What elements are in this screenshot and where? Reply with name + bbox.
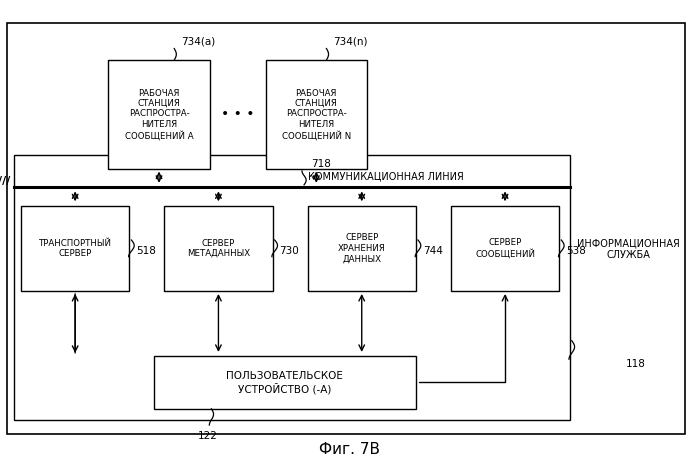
- Text: СЕРВЕР
ХРАНЕНИЯ
ДАННЫХ: СЕРВЕР ХРАНЕНИЯ ДАННЫХ: [338, 233, 386, 263]
- Bar: [451, 206, 559, 291]
- Text: 718: 718: [311, 159, 331, 169]
- Text: 518: 518: [136, 246, 156, 255]
- Bar: [266, 60, 367, 169]
- Text: 734(n): 734(n): [333, 36, 368, 46]
- Text: 122: 122: [198, 431, 218, 441]
- Bar: [14, 155, 570, 420]
- Bar: [308, 206, 416, 291]
- Text: ТРАНСПОРТНЫЙ
СЕРВЕР: ТРАНСПОРТНЫЙ СЕРВЕР: [38, 239, 112, 258]
- Text: Фиг. 7В: Фиг. 7В: [319, 443, 380, 457]
- Bar: [108, 60, 210, 169]
- Bar: [154, 356, 416, 409]
- Text: 734(a): 734(a): [181, 36, 215, 46]
- Text: 730: 730: [280, 246, 299, 255]
- Text: 744: 744: [423, 246, 442, 255]
- Text: ///: ///: [0, 176, 10, 186]
- Text: 538: 538: [566, 246, 586, 255]
- Text: ИНФОРМАЦИОННАЯ
СЛУЖБА: ИНФОРМАЦИОННАЯ СЛУЖБА: [577, 239, 679, 260]
- Text: 118: 118: [626, 359, 645, 369]
- Text: • • •: • • •: [221, 107, 254, 122]
- Text: РАБОЧАЯ
СТАНЦИЯ
РАСПРОСТРА-
НИТЕЛЯ
СООБЩЕНИЙ А: РАБОЧАЯ СТАНЦИЯ РАСПРОСТРА- НИТЕЛЯ СООБЩ…: [124, 89, 194, 140]
- Text: СЕРВEР
СООБЩЕНИЙ: СЕРВEР СООБЩЕНИЙ: [475, 238, 535, 259]
- Text: ПОЛЬЗОВАТЕЛЬСКОЕ
УСТРОЙСТВО (-А): ПОЛЬЗОВАТЕЛЬСКОЕ УСТРОЙСТВО (-А): [226, 371, 343, 394]
- Bar: [21, 206, 129, 291]
- Bar: [164, 206, 273, 291]
- Bar: [7, 23, 685, 434]
- Text: КОММУНИКАЦИОННАЯ ЛИНИЯ: КОММУНИКАЦИОННАЯ ЛИНИЯ: [308, 171, 463, 181]
- Text: РАБОЧАЯ
СТАНЦИЯ
РАСПРОСТРА-
НИТЕЛЯ
СООБЩЕНИЙ N: РАБОЧАЯ СТАНЦИЯ РАСПРОСТРА- НИТЕЛЯ СООБЩ…: [282, 89, 351, 140]
- Text: СЕРВЕР
МЕТАДАННЫХ: СЕРВЕР МЕТАДАННЫХ: [187, 239, 250, 258]
